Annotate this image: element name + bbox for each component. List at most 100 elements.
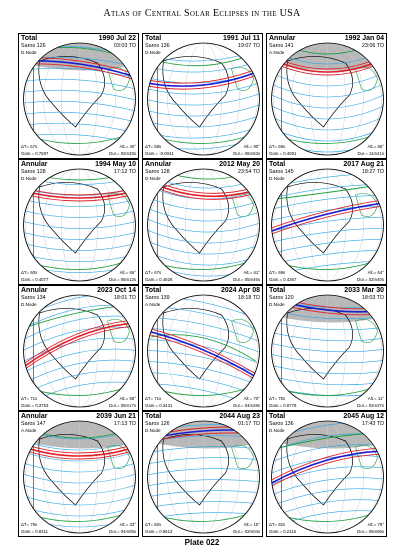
globe-outline: [147, 168, 260, 282]
greatest-time: 19:07 TD: [237, 43, 260, 49]
saros-number: Saros 126: [145, 421, 170, 427]
duration-value: Dur.= 06m53s: [233, 150, 260, 156]
delta-t: ΔT= 75s: [269, 395, 286, 401]
eclipse-date: 1991 Jul 11: [223, 35, 260, 42]
sun-altitude: Alt.= 90°: [243, 143, 260, 149]
eclipse-date: 2039 Jun 21: [96, 413, 136, 420]
delta-t: ΔT= 79s: [21, 521, 38, 527]
eclipse-date: 2045 Aug 12: [343, 413, 384, 420]
magnitude-line: [23, 451, 136, 462]
meridian-line: [25, 43, 134, 155]
coastline: [286, 308, 354, 380]
gamma-value: Gam.= 0.4828: [145, 276, 173, 282]
path-limit-line: [147, 67, 260, 84]
path-limit-line: [23, 449, 136, 460]
duration-value: Dur.= 06m06s: [357, 528, 384, 534]
sun-altitude: Alt.= 61°: [243, 269, 260, 275]
eclipse-panel: Annular 2023 Oct 14 Saros 134 18:01 TD D.Nod…: [18, 285, 139, 411]
magnitude-line: [23, 495, 136, 506]
saros-number: Saros 141: [269, 43, 294, 49]
greenland-outline: [355, 319, 378, 343]
globe-outline: [23, 294, 136, 408]
eclipse-map: [271, 294, 384, 408]
meridian-line: [25, 295, 134, 407]
duration-value: Dur.= 04m28s: [233, 402, 260, 408]
magnitude-line: [23, 89, 136, 101]
path-limit-line: [271, 447, 384, 481]
gamma-value: Gam.= 0.7597: [21, 150, 49, 156]
path-limit-line: [23, 193, 136, 202]
path-limit-line: [23, 443, 136, 454]
path-limit-line: [147, 73, 260, 90]
meridian-line: [273, 421, 382, 533]
magnitude-line: [271, 227, 384, 243]
sun-altitude: Alt.= 70°: [243, 395, 260, 401]
greatest-time: 23:54 TD: [237, 169, 260, 175]
node-label: D.Node: [21, 302, 37, 307]
globe-outline: [271, 420, 384, 534]
greenland-outline: [231, 445, 254, 469]
delta-t: ΔT= 67s: [145, 269, 162, 275]
meridian-line: [167, 295, 240, 407]
path-limit-line: [271, 453, 384, 487]
eclipse-map: [147, 420, 260, 534]
magnitude-line: [271, 354, 384, 364]
path-limit-line: [271, 61, 384, 76]
magnitude-line: [147, 104, 260, 117]
magnitude-line: [23, 67, 136, 79]
delta-t: ΔT= 71s: [145, 395, 162, 401]
path-limit-line: [23, 319, 136, 365]
eclipse-map: [271, 420, 384, 534]
node-label: A.Node: [21, 428, 37, 433]
greatest-time: 23:06 TD: [361, 43, 384, 49]
eclipse-map: [23, 42, 136, 156]
coastline: [162, 308, 230, 380]
meridian-line: [273, 295, 382, 407]
duration-value: Dur.= 05m17s: [109, 402, 136, 408]
sun-altitude: Alt.= 11°: [367, 395, 384, 401]
node-label: A.Node: [269, 50, 285, 55]
node-label: D.Node: [21, 176, 37, 181]
eclipse-panel: Annular 2039 Jun 21 Saros 147 17:13 TD A.Nod…: [18, 411, 139, 537]
globe-outline: [271, 42, 384, 156]
greatest-time: 17:13 TD: [113, 421, 136, 427]
saros-number: Saros 136: [269, 421, 294, 427]
magnitude-line: [147, 93, 260, 106]
eclipse-date: 1994 May 10: [95, 161, 136, 168]
path-limit-line: [147, 333, 260, 383]
magnitude-line: [147, 468, 260, 476]
magnitude-line: [147, 218, 260, 233]
magnitude-line: [271, 477, 384, 496]
eclipse-type: Total: [145, 413, 162, 420]
node-label: A.Node: [145, 302, 161, 307]
gamma-value: Gam.= 0.9778: [269, 402, 297, 408]
globe-outline: [147, 294, 260, 408]
node-label: D.Node: [269, 428, 285, 433]
magnitude-line: [147, 490, 260, 498]
magnitude-line: [147, 115, 260, 128]
greatest-time: 18:18 TD: [237, 295, 260, 301]
eclipse-map: [147, 168, 260, 282]
coastline: [286, 56, 354, 128]
magnitude-line: [147, 339, 260, 364]
meridian-line: [291, 43, 364, 155]
magnitude-line: [147, 317, 260, 342]
magnitude-line: [271, 194, 384, 210]
eclipse-type: Annular: [21, 413, 48, 420]
node-label: D.Node: [269, 302, 285, 307]
gamma-value: Gam.= 0.4077: [21, 276, 49, 282]
greenland-outline: [355, 193, 378, 217]
magnitude-line: [271, 127, 384, 142]
meridian-line: [43, 421, 116, 533]
magnitude-line: [271, 376, 384, 386]
magnitude-line: [23, 111, 136, 123]
magnitude-line: [23, 78, 136, 90]
eclipse-map: [271, 42, 384, 156]
sun-altitude: Alt.= 78°: [367, 521, 384, 527]
delta-t: ΔT= 69s: [269, 269, 286, 275]
delta-t: ΔT= 58s: [269, 143, 286, 149]
saros-number: Saros 120: [269, 295, 294, 301]
magnitude-line: [271, 94, 384, 109]
magnitude-line: [271, 343, 384, 353]
path-limit-line: [23, 325, 136, 371]
